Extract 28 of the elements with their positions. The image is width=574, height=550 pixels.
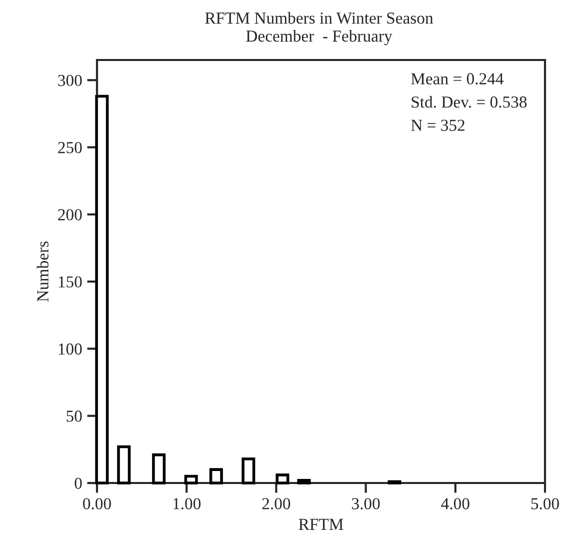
y-tick-label: 0 <box>74 478 82 489</box>
bar <box>152 453 166 484</box>
y-tick-label: 300 <box>58 74 82 86</box>
bar <box>209 468 223 484</box>
y-tick-label: 50 <box>66 410 82 422</box>
bar <box>184 474 198 484</box>
y-axis-title: Numbers <box>36 242 48 302</box>
x-tick-label: 3.00 <box>352 498 380 510</box>
x-axis-title: RFTM <box>298 518 344 530</box>
chart-title: RFTM Numbers in Winter Season <box>205 12 434 24</box>
x-tick-label: 5.00 <box>531 498 559 510</box>
annotation: N = 352 <box>411 120 464 131</box>
x-tick-label: 1.00 <box>173 498 201 510</box>
chart-subtitle: December - February <box>246 30 392 46</box>
y-tick-label: 250 <box>58 142 82 154</box>
bar <box>276 474 290 484</box>
annotation: Std. Dev. = 0.538 <box>412 96 527 108</box>
x-tick-label: 4.00 <box>441 498 470 510</box>
bar <box>297 478 311 484</box>
annotation: Mean = 0.244 <box>411 73 504 84</box>
x-tick-label: 0.00 <box>83 498 111 510</box>
y-tick-label: 200 <box>58 209 82 220</box>
y-tick-label: 100 <box>58 343 82 355</box>
bar <box>242 457 256 484</box>
y-tick-label: 150 <box>58 276 82 288</box>
bar <box>95 94 109 484</box>
bar <box>117 445 131 484</box>
x-tick-label: 2.00 <box>262 498 290 510</box>
